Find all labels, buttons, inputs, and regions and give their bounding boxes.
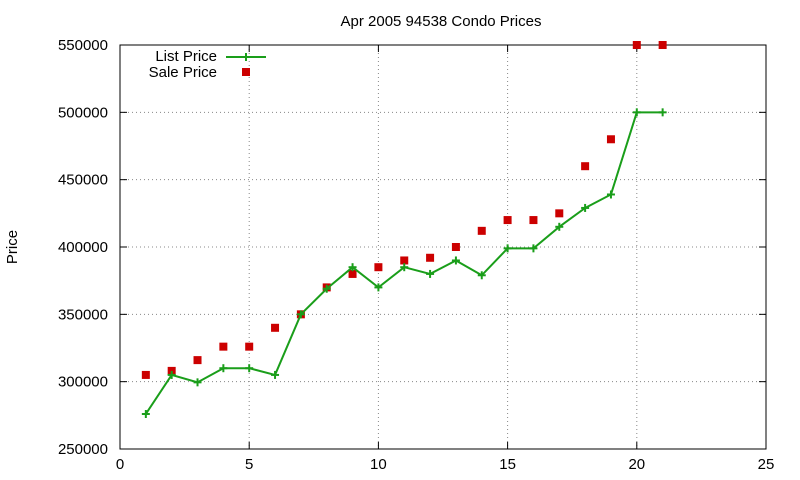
sale-price-point — [606, 135, 615, 144]
y-tick-label: 500000 — [58, 104, 108, 121]
list-price-point — [477, 271, 486, 280]
series-layer — [141, 41, 667, 418]
x-tick-label: 25 — [758, 456, 775, 473]
sale-price-point — [400, 256, 409, 265]
sale-price-point — [245, 342, 254, 351]
list-price-point — [296, 310, 305, 319]
y-tick-label: 450000 — [58, 172, 108, 189]
x-tick-label: 5 — [245, 456, 253, 473]
list-price-point — [271, 370, 280, 379]
list-price-series — [141, 108, 667, 418]
sale-price-point — [193, 356, 202, 365]
list-price-point — [167, 370, 176, 379]
list-price-point — [581, 203, 590, 212]
list-price-point — [426, 269, 435, 278]
y-tick-label: 400000 — [58, 239, 108, 256]
sale-price-point — [477, 226, 486, 235]
sale-price-point — [271, 323, 280, 332]
legend-marker-list-price — [242, 53, 250, 61]
sale-price-point — [374, 263, 383, 272]
legend-label-list-price: List Price — [155, 48, 217, 65]
legend-marker-sale-price — [242, 68, 250, 76]
list-price-point — [632, 108, 641, 117]
sale-price-series — [141, 41, 667, 379]
y-tick-label: 350000 — [58, 306, 108, 323]
list-price-point — [555, 222, 564, 231]
legend: List Price Sale Price — [149, 48, 266, 81]
sale-price-point — [219, 342, 228, 351]
list-price-point — [219, 364, 228, 373]
y-tick-label: 550000 — [58, 37, 108, 54]
sale-price-point — [451, 243, 460, 251]
list-price-point — [503, 244, 512, 253]
x-tick-label: 20 — [628, 456, 645, 473]
list-price-point — [245, 364, 254, 373]
list-price-point — [374, 283, 383, 292]
sale-price-point — [581, 162, 590, 171]
sale-price-point — [529, 216, 538, 225]
list-price-point — [529, 244, 538, 253]
x-tick-label: 15 — [499, 456, 516, 473]
legend-markers — [226, 53, 266, 76]
list-price-point — [451, 256, 460, 265]
sale-price-point — [426, 253, 435, 262]
y-axis-title: Price — [4, 230, 21, 264]
grid-lines — [120, 45, 766, 449]
sale-price-point — [348, 269, 357, 278]
sale-price-point — [632, 41, 641, 49]
sale-price-point — [167, 366, 176, 375]
axis-ticks: 0 5 10 15 20 25 250000 300000 350000 400000 450000… — [58, 37, 774, 473]
x-tick-label: 0 — [116, 456, 124, 473]
x-tick-label: 10 — [370, 456, 387, 473]
list-price-point — [322, 284, 331, 293]
list-price-point — [606, 190, 615, 199]
list-price-point — [400, 263, 409, 272]
y-tick-label: 300000 — [58, 374, 108, 391]
sale-price-point — [555, 209, 564, 218]
list-price-point — [193, 378, 202, 387]
chart-title: Apr 2005 94538 Condo Prices — [341, 13, 542, 30]
sale-price-point — [141, 370, 150, 379]
list-price-point — [658, 108, 667, 117]
sale-price-point — [658, 41, 667, 49]
list-price-point — [348, 263, 357, 272]
y-tick-label: 250000 — [58, 441, 108, 458]
sale-price-point — [503, 216, 512, 225]
list-price-point — [141, 409, 150, 418]
legend-label-sale-price: Sale Price — [149, 64, 217, 81]
